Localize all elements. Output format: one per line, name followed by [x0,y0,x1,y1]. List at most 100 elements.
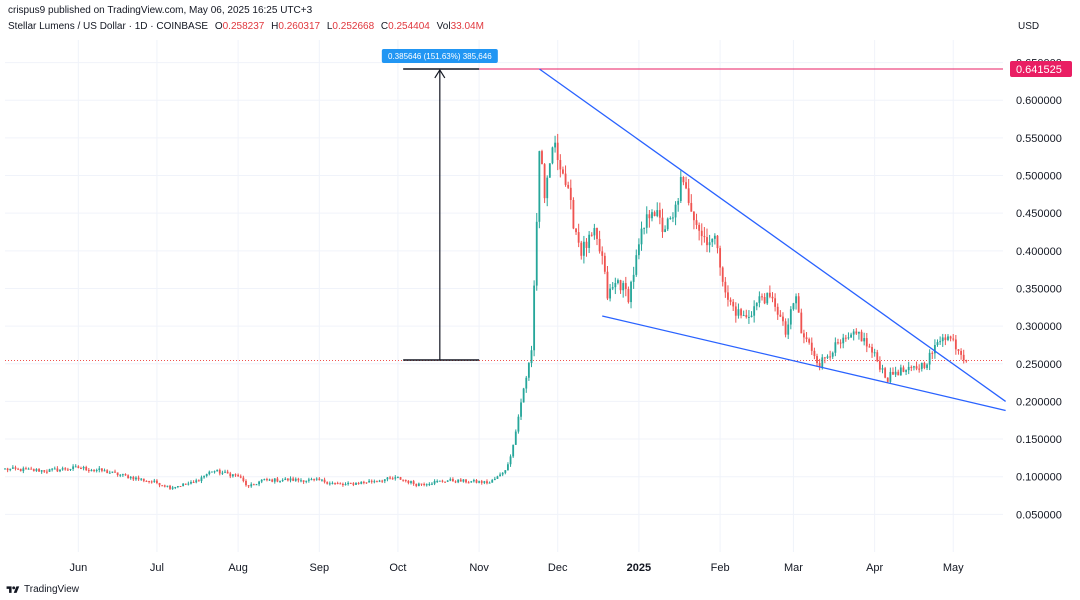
candle [53,466,56,470]
candle-body [651,212,653,219]
candle [957,348,960,355]
candle-body [331,482,334,484]
candle [402,479,405,482]
candle-body [4,468,6,470]
trendline-lower [602,315,1006,412]
candle-body [310,479,313,481]
candle [454,480,457,484]
x-month-label: May [943,562,964,574]
candle-body [142,478,145,481]
candle [664,225,667,233]
high-label: H [271,21,279,32]
candle [82,465,85,471]
candle [829,350,832,361]
candle [596,227,598,246]
candle [601,246,604,265]
candle-body [302,480,305,482]
candle [753,300,756,323]
candle-body [166,485,169,487]
candle [339,482,342,485]
candle [886,377,889,384]
candle [847,332,850,340]
y-tick-label: 0.400000 [1016,246,1062,258]
candle [302,480,305,484]
candle [145,480,148,482]
candle-body [868,346,871,348]
candle-body [449,479,452,481]
candle-body [562,169,564,174]
candle [383,479,386,484]
candle [321,478,323,482]
candle-body [263,479,266,481]
candle [457,479,460,484]
candle-body [758,296,761,303]
candle-body [457,479,460,483]
candle-body [915,366,918,369]
candle-body [732,301,735,307]
close-label: C [380,21,389,32]
candle [617,278,619,285]
candle [905,369,907,376]
candle-body [779,314,782,317]
candle-body [478,481,481,483]
candle-body [509,456,512,465]
candle [106,469,109,474]
candle-body [601,251,604,256]
candle [153,478,156,483]
candle [286,478,289,482]
candle [85,465,88,472]
candle-body [960,350,963,355]
candle [352,482,355,487]
candle-body [881,368,884,370]
candle-body [763,296,766,304]
candle [928,349,931,371]
candle [941,333,944,347]
candle-body [611,287,614,289]
candle [234,473,237,477]
candle [279,480,281,483]
candle-body [51,468,54,470]
candle-body [716,235,719,249]
candle [64,467,67,471]
candle-body [216,469,219,472]
candle-body [690,202,693,212]
candle-body [719,248,722,268]
trendlines[interactable] [538,68,1006,412]
currency-label[interactable]: USD [1018,21,1040,32]
candle [527,362,530,381]
candle [197,479,200,482]
candle-body [782,316,784,322]
candle-body [349,482,352,484]
candle [467,480,470,484]
candle-body [483,481,486,483]
x-axis[interactable]: Jun Jul Aug Sep Oct Nov Dec 2025 Feb Mar Apr May [69,562,964,574]
candle [548,163,551,178]
tradingview-brand[interactable]: TradingView [6,584,79,595]
candle-body [95,469,98,471]
candle-body [190,482,192,484]
candle [656,202,659,218]
candle [40,470,43,474]
y-axis[interactable]: 0.050000 0.100000 0.150000 0.200000 0.250000… [1016,58,1062,522]
candle-body [40,470,43,472]
candle [245,479,247,487]
candle-body [205,474,208,477]
candle-body [108,472,111,474]
candle [305,480,308,484]
candle [195,478,198,484]
candle [823,356,826,364]
candle-body [706,237,708,246]
candle-body [708,242,711,246]
candle-body [593,228,596,236]
candle [441,479,444,483]
price-badges: 0.641525 [1010,60,1072,77]
candle-body [632,274,635,282]
candle-body [184,483,187,485]
candle [708,234,711,253]
candle [108,470,111,474]
candle-body [572,199,575,229]
candle-body [873,352,876,354]
candle [452,477,454,482]
candle-body [74,466,77,468]
